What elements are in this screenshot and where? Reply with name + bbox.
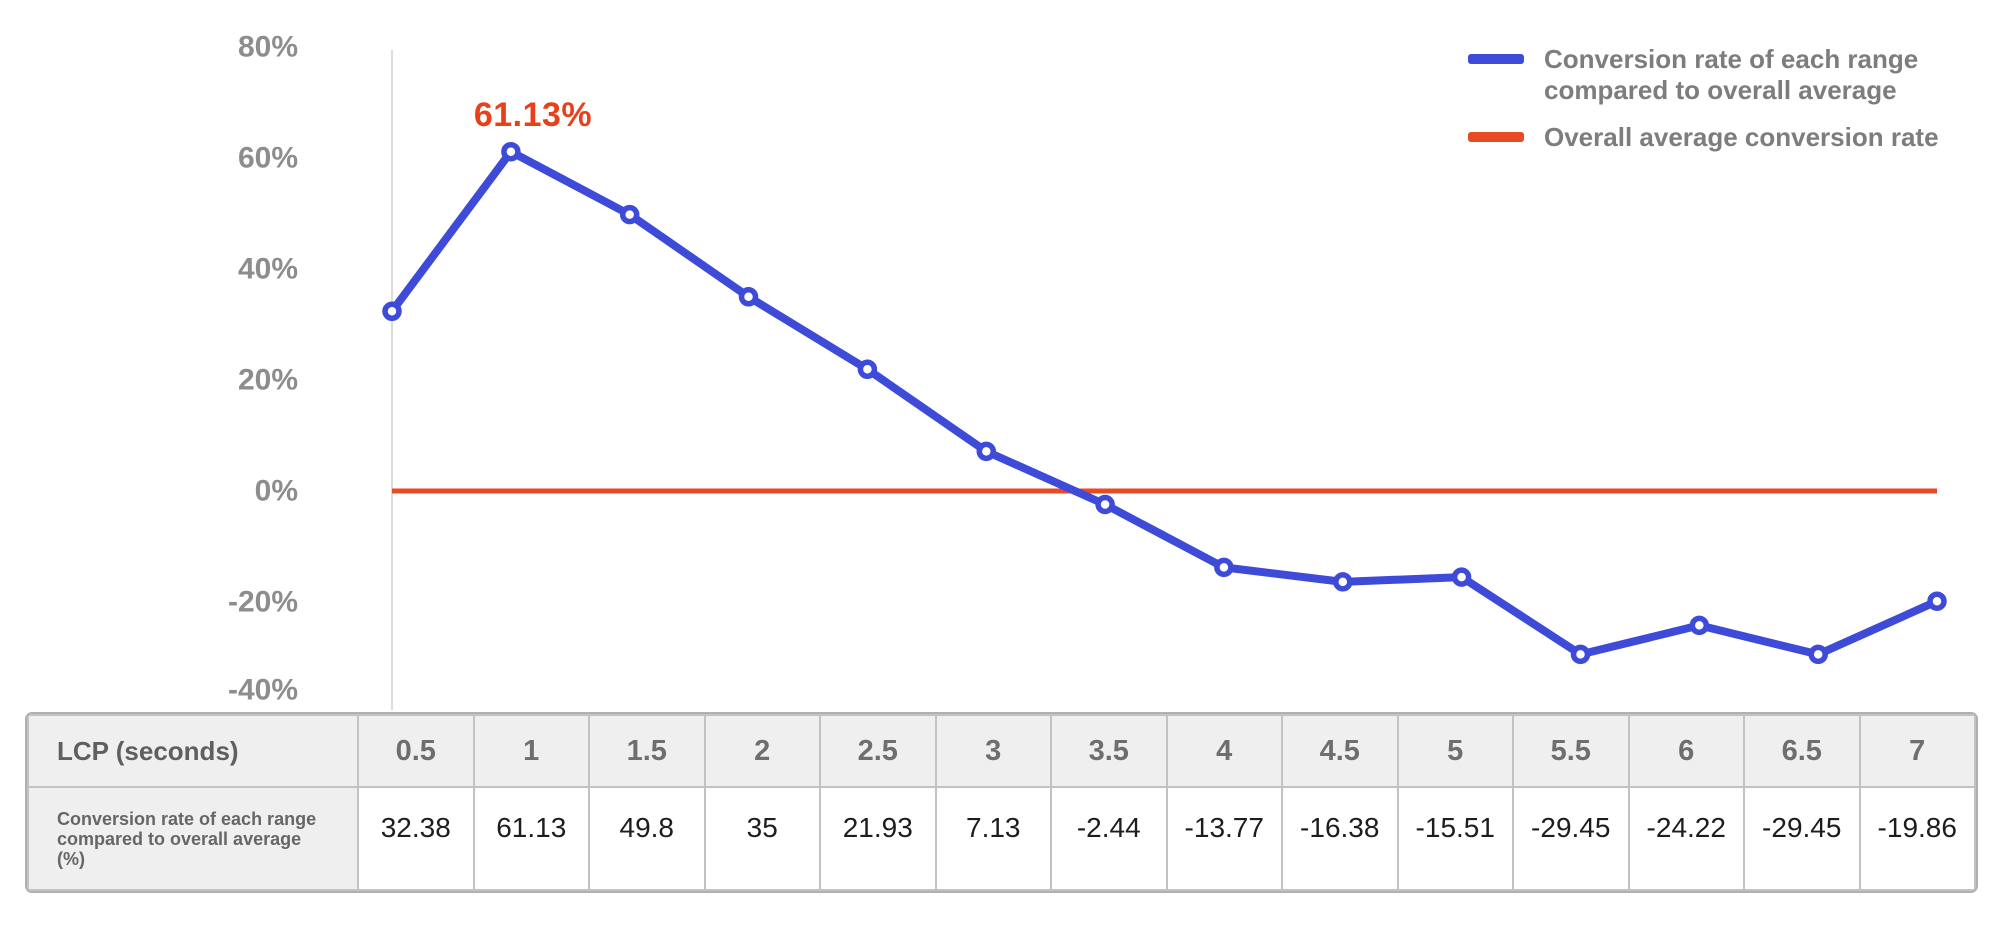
lcp-column-header: 0.5: [357, 714, 475, 788]
data-point-marker: [501, 141, 521, 162]
lcp-column-header: 2.5: [819, 714, 937, 788]
y-axis-tick-label: -40%: [228, 674, 298, 707]
conversion-value-cell: 35: [703, 786, 821, 891]
lcp-column-header: 3.5: [1050, 714, 1168, 788]
data-point-marker: [619, 204, 640, 225]
legend-label-conversion-line: Conversion rate of each range compared t…: [1544, 44, 1919, 105]
lcp-column-header: 1: [472, 714, 590, 788]
lcp-column-header: 7: [1858, 714, 1976, 788]
y-axis-tick-label: -20%: [228, 586, 298, 619]
data-point-marker: [1570, 644, 1591, 665]
lcp-column-header: 5: [1396, 714, 1514, 788]
y-axis-tick-label: 40%: [238, 253, 298, 286]
peak-value-annotation: 61.13%: [473, 96, 593, 134]
data-point-marker: [1808, 644, 1828, 665]
y-axis-tick-label: 80%: [238, 31, 298, 64]
legend-swatch-red-line: [1468, 132, 1524, 142]
lcp-header-label: LCP (seconds): [27, 714, 359, 788]
line-chart: 80% 60% 40% 20% 0% -20% -40%: [228, 31, 1947, 710]
conversion-value-cell: -24.22: [1627, 786, 1745, 891]
conversion-value-cell: -15.51: [1396, 786, 1514, 891]
data-point-marker: [1095, 494, 1115, 515]
table-header-row: LCP (seconds) 0.5 1 1.5 2 2.5 3 3.5 4 4.5 5 5.5 6 6.…: [27, 714, 1976, 788]
y-axis-tick-label: 20%: [238, 364, 298, 397]
conversion-rate-line: [388, 147, 1941, 659]
data-point-marker: [738, 287, 759, 307]
conversion-value-cell: 49.8: [588, 786, 706, 891]
legend-swatch-blue-line: [1468, 54, 1524, 64]
data-table: LCP (seconds) 0.5 1 1.5 2 2.5 3 3.5 4 4.5 5 5.5 6 6.…: [27, 714, 1976, 891]
y-axis-tick-label: 0%: [255, 475, 298, 508]
conversion-value-cell: 21.93: [819, 786, 937, 891]
conversion-value-cell: -2.44: [1050, 786, 1168, 891]
data-point-marker: [1927, 591, 1947, 611]
data-point-marker: [976, 441, 997, 462]
conversion-value-cell: 32.38: [357, 786, 475, 891]
data-point-marker: [1333, 572, 1353, 592]
conversion-value-cell: -29.45: [1512, 786, 1630, 891]
lcp-column-header: 6: [1627, 714, 1745, 788]
lcp-column-header: 3: [934, 714, 1052, 788]
data-point-marker: [1451, 567, 1472, 587]
conversion-value-cell: -13.77: [1165, 786, 1283, 891]
conversion-value-cell: -29.45: [1743, 786, 1861, 891]
legend-label-average-line: Overall average conversion rate: [1544, 122, 1939, 152]
lcp-column-header: 4.5: [1281, 714, 1399, 788]
y-axis-tick-label: 60%: [238, 142, 298, 175]
data-point-marker: [857, 359, 878, 380]
data-table-container: LCP (seconds) 0.5 1 1.5 2 2.5 3 3.5 4 4.5 5 5.5 6 6.…: [25, 712, 1978, 893]
lcp-column-header: 4: [1165, 714, 1283, 788]
lcp-column-header: 5.5: [1512, 714, 1630, 788]
data-point-marker: [382, 301, 402, 322]
conversion-value-cell: -19.86: [1858, 786, 1976, 891]
conversion-value-cell: 7.13: [934, 786, 1052, 891]
lcp-column-header: 6.5: [1743, 714, 1861, 788]
data-point-marker: [1689, 615, 1710, 636]
legend-item-conversion-line: Conversion rate of each range compared t…: [1468, 44, 1994, 106]
conversion-row-label: Conversion rate of each range compared t…: [27, 786, 359, 891]
chart-legend: Conversion rate of each range compared t…: [1468, 44, 1994, 153]
data-point-marker: [1214, 557, 1234, 578]
table-value-row: Conversion rate of each range compared t…: [27, 786, 1976, 891]
legend-item-average-line: Overall average conversion rate: [1468, 122, 1994, 153]
conversion-value-cell: -16.38: [1281, 786, 1399, 891]
conversion-value-cell: 61.13: [472, 786, 590, 891]
lcp-column-header: 1.5: [588, 714, 706, 788]
lcp-column-header: 2: [703, 714, 821, 788]
